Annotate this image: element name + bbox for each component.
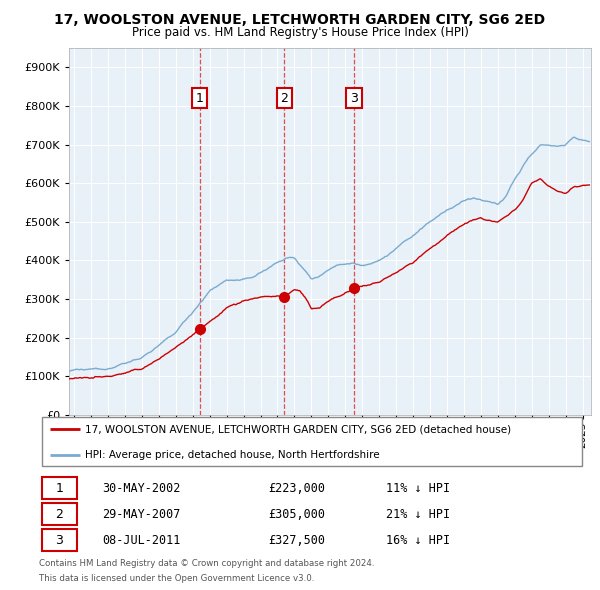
Text: 3: 3 (55, 533, 63, 546)
Text: 2: 2 (280, 91, 289, 104)
Text: Price paid vs. HM Land Registry's House Price Index (HPI): Price paid vs. HM Land Registry's House … (131, 26, 469, 39)
Text: 30-MAY-2002: 30-MAY-2002 (102, 481, 180, 494)
Text: 17, WOOLSTON AVENUE, LETCHWORTH GARDEN CITY, SG6 2ED: 17, WOOLSTON AVENUE, LETCHWORTH GARDEN C… (55, 13, 545, 27)
Text: 2: 2 (55, 507, 63, 520)
Text: 08-JUL-2011: 08-JUL-2011 (102, 533, 180, 546)
Text: 29-MAY-2007: 29-MAY-2007 (102, 507, 180, 520)
Text: 1: 1 (196, 91, 203, 104)
Text: 17, WOOLSTON AVENUE, LETCHWORTH GARDEN CITY, SG6 2ED (detached house): 17, WOOLSTON AVENUE, LETCHWORTH GARDEN C… (85, 424, 512, 434)
Text: HPI: Average price, detached house, North Hertfordshire: HPI: Average price, detached house, Nort… (85, 450, 380, 460)
Text: £305,000: £305,000 (268, 507, 325, 520)
FancyBboxPatch shape (42, 477, 77, 499)
Text: 16% ↓ HPI: 16% ↓ HPI (386, 533, 450, 546)
FancyBboxPatch shape (42, 529, 77, 551)
Text: £223,000: £223,000 (268, 481, 325, 494)
Text: This data is licensed under the Open Government Licence v3.0.: This data is licensed under the Open Gov… (39, 574, 314, 583)
Text: 3: 3 (350, 91, 358, 104)
FancyBboxPatch shape (42, 417, 582, 466)
Text: 1: 1 (55, 481, 63, 494)
Text: 11% ↓ HPI: 11% ↓ HPI (386, 481, 450, 494)
FancyBboxPatch shape (42, 503, 77, 525)
Text: £327,500: £327,500 (268, 533, 325, 546)
Text: 21% ↓ HPI: 21% ↓ HPI (386, 507, 450, 520)
Text: Contains HM Land Registry data © Crown copyright and database right 2024.: Contains HM Land Registry data © Crown c… (39, 559, 374, 568)
